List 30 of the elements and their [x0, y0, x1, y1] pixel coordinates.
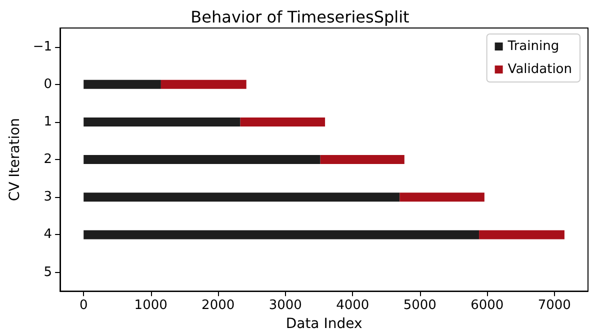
x-tick-label: 0 [79, 298, 88, 314]
x-tick-label: 2000 [202, 298, 235, 314]
y-axis-title: CV Iteration [7, 118, 23, 202]
y-tick-label: 2 [44, 152, 52, 168]
bar [479, 230, 564, 240]
bar [400, 192, 484, 202]
legend-label: Training [506, 39, 560, 54]
bar [320, 155, 404, 164]
x-tick-label: 4000 [336, 298, 370, 314]
bar [240, 117, 326, 126]
y-tick-label: −1 [32, 39, 52, 54]
bar [84, 80, 161, 89]
bar [84, 117, 240, 126]
y-tick-label: 1 [44, 114, 52, 130]
bar [160, 80, 246, 89]
y-tick-label: 3 [44, 190, 52, 205]
bar [84, 155, 320, 164]
x-tick-label: 5000 [403, 298, 436, 314]
legend-label: Validation [508, 62, 572, 77]
x-tick-label: 7000 [538, 298, 571, 314]
x-axis-title: Data Index [286, 316, 362, 332]
chart-title: Behavior of TimeseriesSplit [190, 8, 410, 26]
x-tick-label: 1000 [134, 298, 168, 314]
x-tick-label: 6000 [470, 298, 504, 314]
y-tick-label: 0 [44, 76, 52, 92]
bar [84, 230, 480, 240]
y-tick-label: 5 [44, 264, 52, 280]
bar [84, 192, 400, 202]
x-tick-label: 3000 [268, 298, 302, 314]
y-tick-label: 4 [44, 227, 52, 242]
